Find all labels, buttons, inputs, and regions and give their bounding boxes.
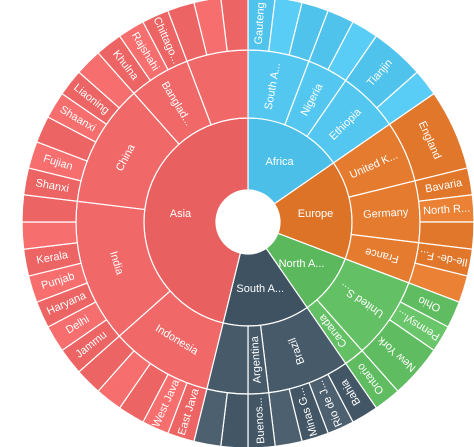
label-africa: Africa	[266, 156, 295, 168]
label-buenos-aires: Buenos...	[253, 397, 268, 444]
label-north-rhine-westphalia: North R...	[423, 203, 471, 218]
label-argentina: Argentina	[249, 335, 264, 384]
label-gauteng: Gauteng	[253, 2, 268, 45]
label-north-america: North A...	[279, 258, 325, 270]
segments	[21, 0, 474, 447]
label-shanxi: Shanxi	[35, 177, 70, 195]
label-asia: Asia	[170, 208, 192, 220]
label-germany: Germany	[363, 206, 409, 221]
label-europe: Europe	[298, 208, 333, 220]
segment-asia-gap-1c[interactable]	[220, 0, 249, 52]
center-hole	[218, 192, 278, 252]
label-south-america: South A...	[236, 283, 284, 295]
label-kerala: Kerala	[36, 249, 70, 267]
